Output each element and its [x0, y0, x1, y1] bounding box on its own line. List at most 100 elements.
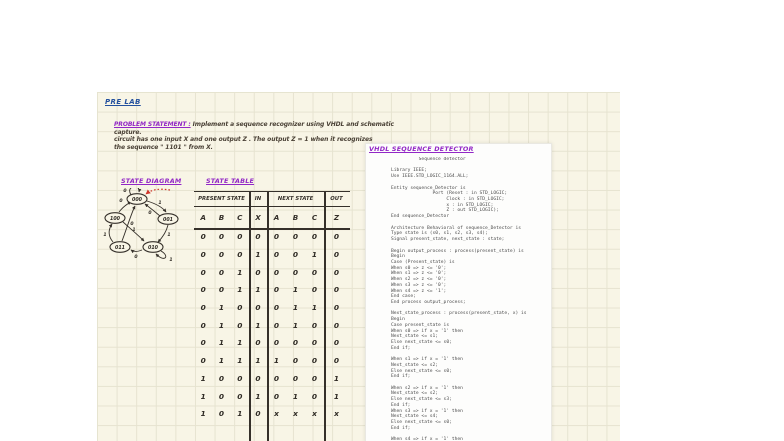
table-cell: 0	[218, 391, 225, 401]
prelab-heading: PRE LAB	[105, 98, 141, 106]
table-cell: 1	[255, 320, 261, 330]
table-cell: 0	[200, 232, 206, 242]
transition-label: 1	[132, 227, 135, 233]
table-cell: 0	[333, 320, 340, 330]
table-cell: 0	[311, 338, 318, 348]
state-label: 000	[132, 197, 143, 203]
problem-statement-line2: circuit has one input X and one output Z…	[114, 136, 373, 144]
table-cell: 0	[311, 285, 318, 295]
table-cell: 0	[333, 303, 340, 313]
table-cell: 1	[237, 285, 243, 295]
table-cell: 0	[237, 250, 243, 260]
table-cell: 1	[311, 303, 318, 313]
state-oval-s2	[142, 241, 164, 253]
table-cell: 0	[237, 320, 243, 330]
table-header-divider	[194, 206, 350, 208]
table-cell: 0	[200, 267, 206, 277]
table-cell: 0	[333, 232, 340, 242]
col-group-next-state: NEXT STATE	[277, 195, 314, 202]
table-row: 0 1 0 0 0 1 1 0	[194, 299, 350, 317]
state-label: 011	[115, 245, 125, 251]
table-top-border	[194, 191, 350, 193]
col-letter-z: Z	[333, 212, 340, 222]
table-cell: 0	[292, 232, 299, 242]
state-oval-s1	[157, 213, 179, 225]
transition-label: 0	[148, 210, 152, 216]
table-row: 0 1 1 0 0 0 0 0	[194, 334, 350, 352]
problem-statement: PROBLEM STATEMENT : Implement a sequence…	[114, 121, 414, 151]
table-cell: 0	[333, 250, 340, 260]
table-cell: 0	[273, 303, 280, 313]
table-cell: 1	[292, 303, 299, 313]
col-letter-b1: B	[218, 212, 225, 222]
transition-label: 0	[134, 254, 138, 260]
table-cell: 0	[200, 356, 206, 366]
reset-dotted-arrow-icon	[145, 188, 171, 195]
table-vline-present-in	[249, 191, 251, 441]
table-cell: 1	[273, 356, 280, 366]
table-cell: 1	[292, 391, 299, 401]
table-row: 0 0 0 0 0 0 0 0	[194, 228, 350, 246]
table-cell: 0	[255, 303, 261, 313]
table-cell: 1	[218, 303, 225, 313]
table-cell: 1	[255, 250, 261, 260]
state-label: 100	[110, 216, 121, 222]
table-cell: 1	[311, 250, 318, 260]
table-cell: 0	[311, 391, 318, 401]
col-group-out: OUT	[330, 195, 343, 202]
table-cell: 0	[292, 338, 299, 348]
table-cell: 0	[292, 250, 299, 260]
table-cell: 0	[218, 232, 225, 242]
table-cell: 1	[218, 338, 225, 348]
transition-label: 0	[119, 198, 123, 204]
state-label: 010	[148, 245, 159, 251]
table-cell: 0	[273, 232, 280, 242]
table-row: 0 0 1 0 0 0 0 0	[194, 263, 350, 281]
table-cell: 0	[273, 285, 280, 295]
transition-label: 0	[130, 221, 134, 227]
table-cell: 1	[200, 409, 206, 419]
table-cell: 0	[273, 267, 280, 277]
table-cell: x	[334, 409, 339, 419]
transition-arrow-s1-s2	[157, 224, 169, 243]
table-cell: 1	[255, 285, 261, 295]
table-cell: x	[312, 409, 317, 419]
table-cell: 0	[200, 320, 206, 330]
table-cell: 0	[200, 285, 206, 295]
transition-arrow-s0-s0	[129, 188, 142, 196]
table-cell: 1	[292, 320, 299, 330]
table-cell: 0	[333, 338, 340, 348]
col-letter-a2: A	[273, 212, 280, 222]
col-group-in: IN	[254, 195, 262, 202]
table-cell: 0	[218, 409, 225, 419]
table-cell: 0	[218, 285, 225, 295]
table-cell: 1	[237, 338, 243, 348]
state-oval-s4	[104, 212, 126, 224]
col-letter-a1: A	[200, 212, 206, 222]
vhdl-code[interactable]: Sequence detector Library IEEE; Use IEEE…	[391, 157, 527, 441]
col-letter-x: X	[255, 212, 261, 222]
table-cell: 0	[292, 356, 299, 366]
vhdl-panel	[365, 143, 552, 441]
table-cell: 0	[200, 303, 206, 313]
transition-label: 1	[167, 232, 170, 238]
table-cell: 1	[200, 373, 206, 383]
transition-arrow-s3-s0	[121, 205, 136, 242]
table-cell: 0	[255, 409, 261, 419]
vhdl-title: VHDL SEQUENCE DETECTOR	[369, 145, 474, 153]
table-row: 0 0 0 1 0 0 1 0	[194, 246, 350, 264]
col-letter-c1: C	[237, 212, 243, 222]
table-vline-in-next	[267, 191, 269, 441]
table-row: 0 0 1 1 0 1 0 0	[194, 281, 350, 299]
transition-arrow-s2-s2	[155, 250, 167, 259]
transition-label: 1	[103, 232, 106, 238]
state-diagram-title: STATE DIAGRAM	[121, 177, 182, 185]
problem-statement-heading: PROBLEM STATEMENT :	[114, 121, 191, 128]
table-cell: 0	[311, 320, 318, 330]
table-cell: 0	[311, 232, 318, 242]
table-row: 1 0 0 0 0 0 0 1	[194, 370, 350, 388]
table-cell: x	[274, 409, 279, 419]
table-cell: 1	[200, 391, 206, 401]
table-cell: 0	[237, 373, 243, 383]
